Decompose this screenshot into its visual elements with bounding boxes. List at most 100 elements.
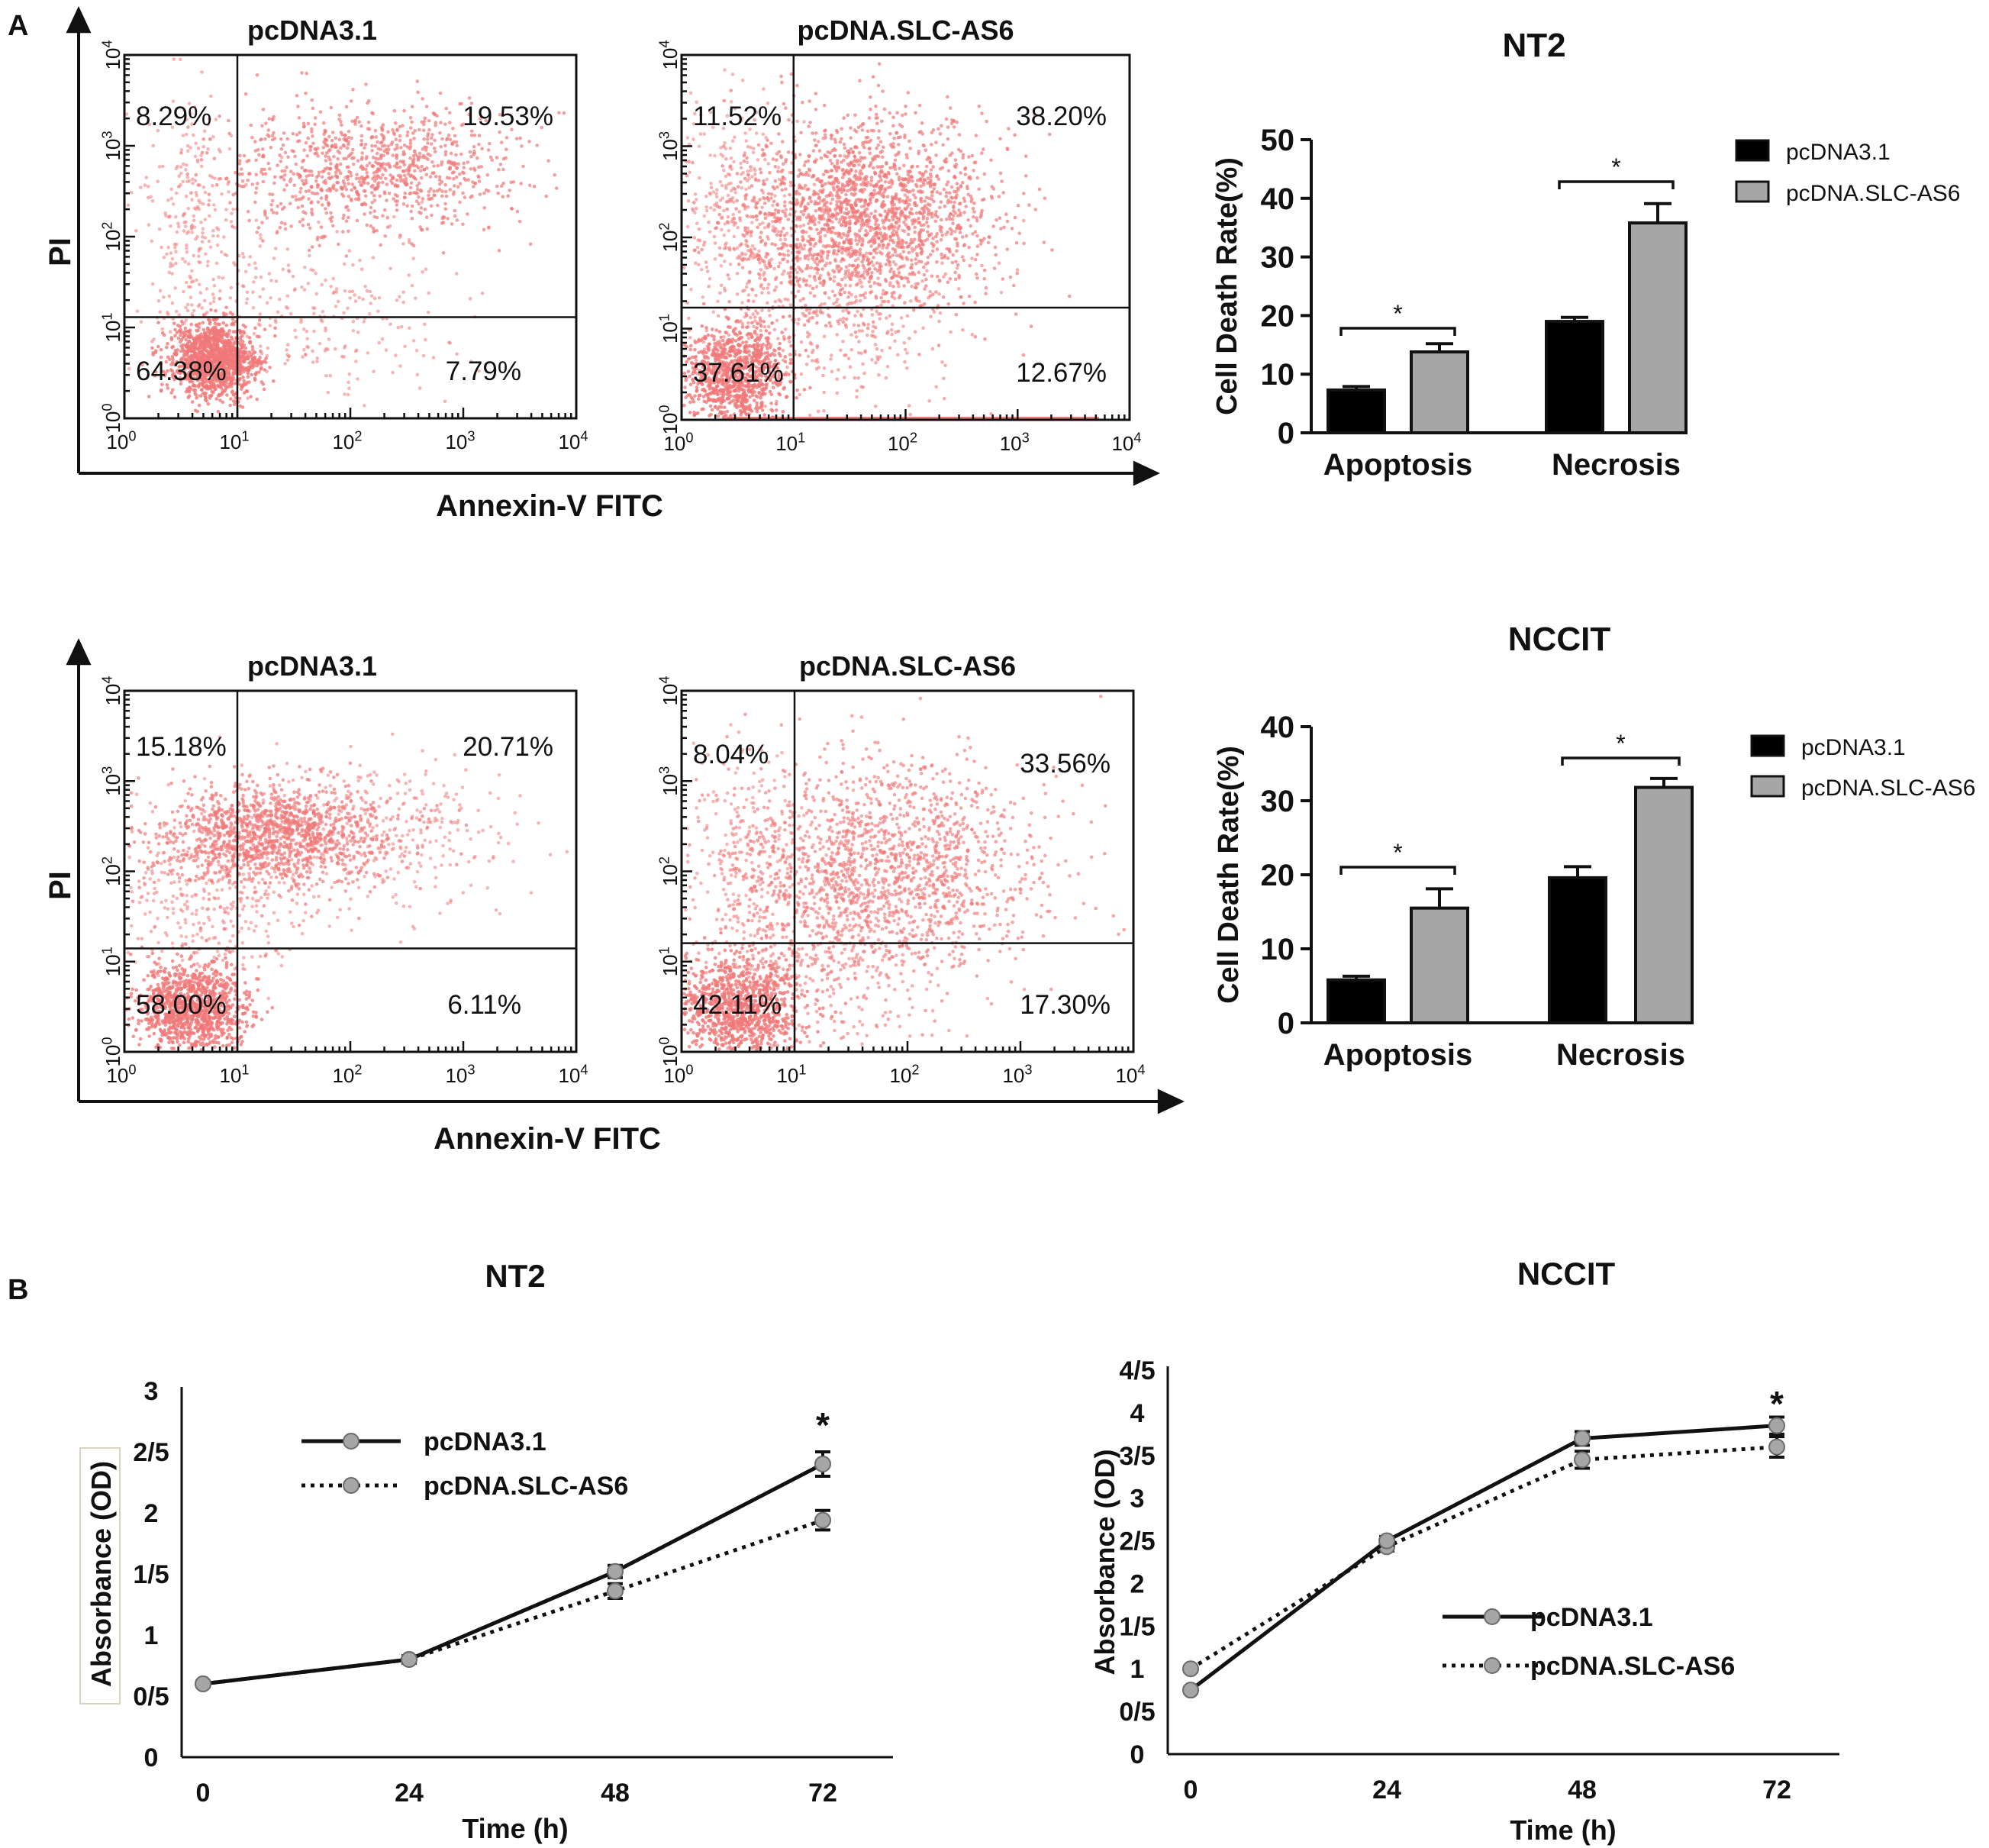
event-dot	[352, 185, 356, 189]
event-dot	[230, 317, 235, 321]
event-dot	[138, 185, 143, 189]
event-dot	[935, 240, 939, 244]
event-dot	[408, 138, 413, 142]
event-dot	[424, 173, 429, 176]
event-dot	[774, 408, 779, 412]
event-dot	[188, 179, 192, 183]
event-dot	[151, 353, 156, 357]
event-dot	[282, 178, 286, 182]
event-dot	[359, 134, 364, 138]
event-dot	[771, 157, 775, 161]
event-dot	[1000, 179, 1004, 183]
event-dot	[174, 261, 178, 266]
event-dot	[190, 400, 195, 404]
event-dot	[269, 296, 272, 300]
event-dot	[265, 353, 269, 358]
event-dot	[385, 151, 390, 156]
event-dot	[269, 203, 274, 207]
event-dot	[392, 214, 396, 219]
event-dot	[914, 257, 917, 261]
event-dot	[421, 128, 426, 132]
event-dot	[909, 207, 914, 211]
event-dot	[230, 341, 235, 346]
event-dot	[456, 185, 460, 189]
event-dot	[688, 347, 692, 352]
event-dot	[283, 173, 287, 177]
event-dot	[998, 216, 1002, 221]
event-dot	[788, 314, 792, 318]
event-dot	[350, 156, 354, 160]
event-dot	[443, 207, 448, 211]
event-dot	[261, 147, 265, 151]
event-dot	[345, 205, 350, 209]
event-dot	[795, 276, 798, 279]
event-dot	[828, 158, 833, 163]
event-dot	[196, 146, 201, 150]
event-dot	[363, 189, 367, 193]
event-dot	[469, 134, 474, 137]
event-dot	[962, 258, 965, 263]
event-dot	[354, 360, 358, 363]
event-dot	[395, 156, 399, 160]
event-dot	[929, 168, 933, 172]
event-dot	[302, 288, 307, 292]
event-dot	[807, 187, 811, 191]
event-dot	[775, 158, 779, 162]
event-dot	[923, 199, 927, 203]
event-dot	[363, 176, 367, 181]
event-dot	[295, 94, 299, 98]
event-dot	[240, 340, 245, 343]
event-dot	[156, 321, 160, 324]
event-dot	[767, 331, 772, 335]
event-dot	[369, 211, 372, 215]
event-dot	[305, 169, 308, 173]
event-dot	[440, 194, 444, 198]
event-dot	[797, 185, 801, 190]
event-dot	[854, 238, 858, 243]
event-dot	[351, 88, 355, 92]
event-dot	[302, 148, 307, 152]
event-dot	[216, 409, 221, 414]
event-dot	[740, 325, 745, 329]
event-dot	[391, 127, 395, 132]
event-dot	[461, 222, 465, 227]
event-dot	[334, 287, 339, 291]
event-dot	[833, 140, 837, 144]
event-dot	[395, 298, 399, 302]
event-dot	[843, 211, 846, 215]
event-dot	[203, 190, 208, 195]
event-dot	[833, 231, 837, 236]
event-dot	[982, 268, 987, 273]
event-dot	[876, 136, 881, 140]
event-dot	[1014, 241, 1019, 245]
event-dot	[295, 133, 299, 137]
event-dot	[471, 180, 475, 184]
event-dot	[305, 337, 310, 341]
event-dot	[240, 365, 244, 369]
event-dot	[755, 409, 759, 414]
event-dot	[253, 140, 257, 144]
event-dot	[257, 153, 261, 157]
event-dot	[300, 285, 304, 289]
event-dot	[373, 128, 378, 133]
event-dot	[409, 181, 414, 185]
event-dot	[789, 343, 793, 348]
event-dot	[711, 348, 715, 352]
event-dot	[357, 120, 362, 124]
event-dot	[416, 166, 421, 170]
event-dot	[227, 190, 230, 194]
event-dot	[344, 219, 349, 224]
event-dot	[712, 337, 716, 342]
event-dot	[338, 162, 343, 166]
event-dot	[227, 363, 231, 368]
event-dot	[480, 292, 485, 295]
event-dot	[194, 141, 198, 146]
event-dot	[360, 202, 364, 207]
event-dot	[356, 331, 360, 334]
event-dot	[750, 344, 755, 349]
event-dot	[450, 222, 454, 226]
event-dot	[173, 286, 177, 290]
event-dot	[224, 312, 228, 317]
event-dot	[682, 371, 687, 376]
event-dot	[401, 242, 405, 246]
